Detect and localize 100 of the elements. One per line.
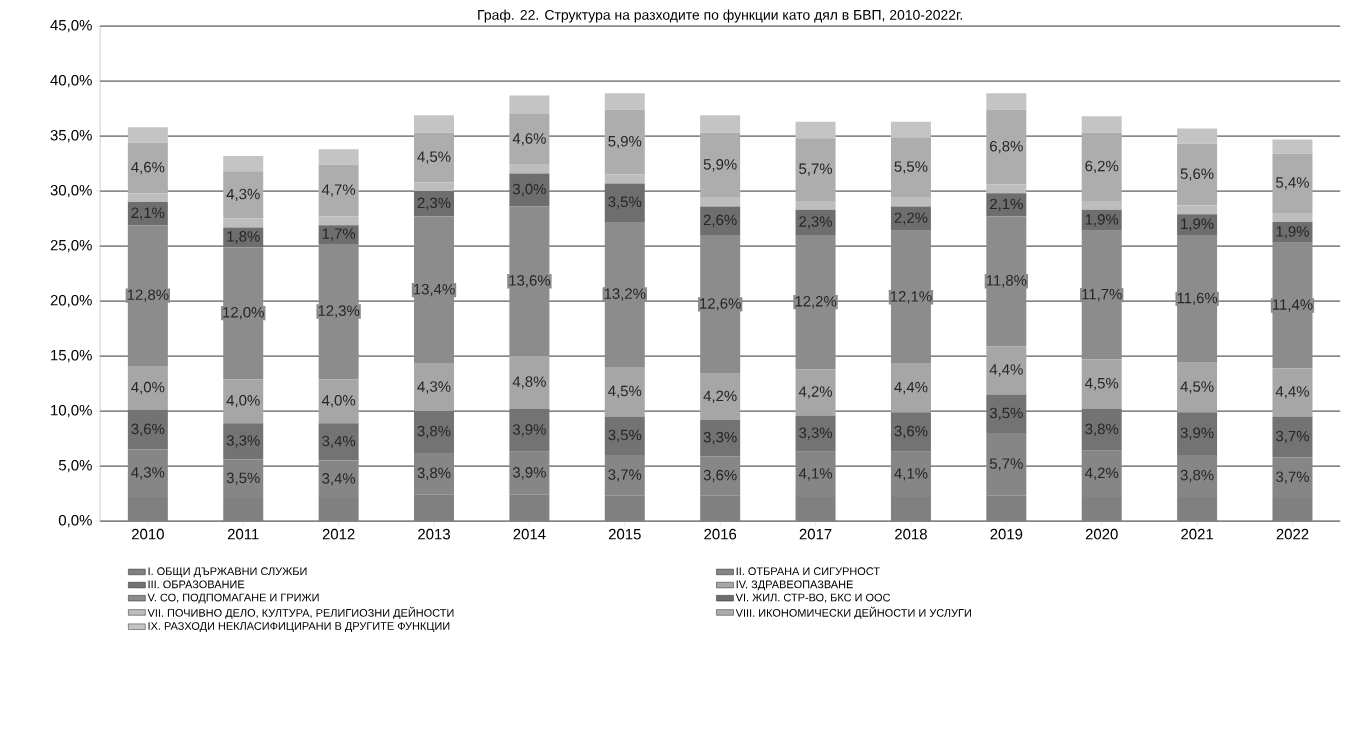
x-tick-label: 2012 [322,528,355,540]
x-tick-label: 2016 [704,528,737,540]
data-label: 3,9% [512,467,546,480]
data-label: 4,3% [417,381,451,394]
data-label: 12,0% [223,307,264,320]
data-label: 12,8% [127,289,169,302]
data-label: 4,2% [798,386,833,399]
chart-title: Граф. 22. Структура на разходите по функции като дял в БВП, 2010-2022г. [478,9,962,23]
data-label: 4,4% [989,364,1023,377]
data-label: 3,4% [322,473,356,486]
x-tick-label: 2015 [608,528,641,540]
data-label: 1,7% [322,228,356,241]
data-label: 3,8% [1180,469,1214,483]
legend-label: VI. ЖИЛ. СТР-ВО, БКС И ООС [735,593,891,603]
x-tick-label: 2011 [227,528,259,540]
data-label: 3,3% [226,435,260,448]
data-label: 3,9% [1180,427,1214,440]
legend-label: V. СО, ПОДПОМАГАНЕ И ГРИЖИ [147,593,319,604]
legend-label: II. ОТБРАНА И СИГУРНОСТ [736,567,880,576]
data-label: 3,8% [1085,423,1119,436]
data-label: 3,3% [703,431,737,445]
data-label: 2,6% [703,214,737,227]
data-label: 4,3% [131,467,165,480]
y-tick-label: 30,0% [50,184,92,198]
data-label: 4,1% [894,468,928,481]
x-tick-label: 2022 [1276,528,1309,540]
x-tick-label: 2018 [895,528,927,540]
data-label: 4,2% [703,390,737,403]
data-label: 13,4% [413,283,455,297]
x-tick-label: 2013 [418,528,450,540]
data-label: 3,5% [608,429,642,443]
data-label: 5,7% [989,458,1023,471]
data-label: 6,2% [1085,160,1119,174]
y-tick-label: 40,0% [50,74,92,88]
data-label: 1,9% [1085,214,1119,227]
data-label: 3,5% [226,472,260,485]
data-label: 4,4% [1275,386,1309,399]
legend-label: IX. РАЗХОДИ НЕКЛАСИФИЦИРАНИ В ДРУГИТЕ ФУНКЦИИ [148,622,450,632]
data-label: 3,7% [1276,430,1309,444]
data-label: 1,9% [1276,226,1309,239]
data-label: 12,3% [318,305,360,318]
y-tick-label: 15,0% [51,349,92,363]
x-tick-label: 2014 [513,528,546,540]
data-label: 5,4% [1276,177,1309,190]
data-label: 2,2% [894,212,928,225]
data-label: 4,6% [512,133,546,146]
x-tick-label: 2017 [799,528,832,540]
data-label: 12,6% [700,298,741,311]
data-label: 4,3% [226,188,260,202]
data-label: 6,8% [990,140,1023,154]
y-tick-label: 20,0% [50,294,92,308]
data-label: 3,7% [608,469,642,482]
data-label: 2,1% [131,207,165,220]
data-label: 11,7% [1082,288,1122,302]
data-label: 4,6% [131,161,165,175]
data-label: 13,6% [509,275,551,288]
x-tick-label: 2010 [131,528,164,540]
y-tick-label: 0,0% [58,514,92,528]
data-label: 3,6% [131,423,165,436]
legend-label: VIII. ИКОНОМИЧЕСКИ ДЕЙНОСТИ И УСЛУГИ [735,606,971,619]
data-label: 3,7% [1276,471,1309,484]
y-tick-label: 10,0% [51,404,92,418]
data-label: 11,6% [1177,292,1218,306]
data-label: 4,8% [512,376,546,389]
data-label: 5,5% [894,161,928,174]
y-tick-label: 35,0% [50,129,92,143]
legend-label: I. ОБЩИ ДЪРЖАВНИ СЛУЖБИ [148,567,307,578]
data-label: 4,5% [417,151,451,164]
data-label: 2,3% [799,216,833,229]
data-label: 3,5% [989,407,1023,421]
legend-label: III. ОБРАЗОВАНИЕ [148,580,245,589]
data-label: 11,8% [986,275,1027,288]
data-label: 4,7% [321,184,356,197]
x-tick-label: 2021 [1181,528,1213,540]
data-label: 1,8% [227,231,260,244]
data-label: 3,6% [703,469,737,483]
data-label: 4,5% [1180,381,1214,394]
data-label: 12,2% [795,296,837,309]
data-label: 5,9% [703,159,737,172]
data-label: 2,1% [990,198,1023,212]
y-tick-label: 45,0% [50,19,92,33]
data-label: 5,9% [608,135,642,149]
data-label: 4,1% [798,468,833,481]
data-label: 4,5% [1085,378,1119,391]
x-tick-label: 2019 [990,528,1023,540]
legend-label: IV. ЗДРАВЕОПАЗВАНЕ [736,580,853,591]
data-label: 5,7% [799,163,833,176]
data-label: 3,6% [894,425,928,439]
data-label: 3,3% [799,427,833,440]
data-label: 3,0% [512,183,546,197]
data-label: 3,9% [512,424,546,437]
data-label: 11,4% [1272,299,1313,312]
data-label: 4,0% [226,395,260,408]
data-label: 3,8% [417,467,451,480]
data-label: 4,0% [321,395,356,408]
data-label: 4,5% [608,385,642,398]
data-label: 12,1% [890,291,932,304]
data-label: 3,8% [417,425,451,439]
data-label: 3,5% [608,196,642,209]
x-tick-label: 2020 [1085,528,1118,540]
